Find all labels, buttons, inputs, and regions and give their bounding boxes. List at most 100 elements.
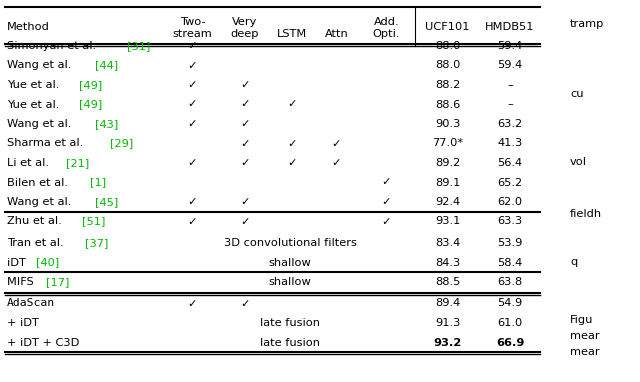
Text: ✓: ✓ — [332, 139, 341, 149]
Text: HMDB51: HMDB51 — [485, 21, 535, 31]
Text: 41.3: 41.3 — [497, 139, 523, 149]
Text: [40]: [40] — [36, 257, 60, 267]
Text: Method: Method — [7, 21, 50, 31]
Text: Wang et al.: Wang et al. — [7, 197, 75, 207]
Text: ✓: ✓ — [288, 99, 297, 110]
Text: Two-: Two- — [180, 17, 205, 27]
Text: Bilen et al.: Bilen et al. — [7, 178, 72, 188]
Text: ✓: ✓ — [188, 158, 197, 168]
Text: q: q — [570, 257, 577, 267]
Text: –: – — [507, 99, 513, 110]
Text: ✓: ✓ — [188, 99, 197, 110]
Text: 59.4: 59.4 — [497, 41, 523, 51]
Text: MIFS: MIFS — [7, 277, 37, 287]
Text: 93.1: 93.1 — [435, 217, 460, 227]
Text: Opti.: Opti. — [372, 29, 400, 39]
Text: 91.3: 91.3 — [435, 318, 460, 328]
Text: UCF101: UCF101 — [425, 21, 470, 31]
Text: 63.2: 63.2 — [497, 119, 523, 129]
Text: 61.0: 61.0 — [497, 318, 523, 328]
Text: ✓: ✓ — [240, 119, 250, 129]
Text: 88.6: 88.6 — [435, 99, 460, 110]
Text: 65.2: 65.2 — [497, 178, 523, 188]
Text: 83.4: 83.4 — [435, 238, 460, 248]
Text: Figu: Figu — [570, 315, 593, 325]
Text: 58.4: 58.4 — [497, 257, 523, 267]
Text: iDT: iDT — [7, 257, 29, 267]
Text: [49]: [49] — [79, 99, 102, 110]
Text: stream: stream — [173, 29, 212, 39]
Text: 66.9: 66.9 — [496, 338, 524, 348]
Text: [21]: [21] — [66, 158, 89, 168]
Text: 3D convolutional filters: 3D convolutional filters — [223, 238, 356, 248]
Text: ✓: ✓ — [240, 99, 250, 110]
Text: ✓: ✓ — [381, 217, 391, 227]
Text: 88.5: 88.5 — [435, 277, 460, 287]
Text: Yue et al.: Yue et al. — [7, 99, 63, 110]
Text: 89.4: 89.4 — [435, 298, 460, 309]
Text: 89.2: 89.2 — [435, 158, 460, 168]
Text: ✓: ✓ — [381, 197, 391, 207]
Text: 62.0: 62.0 — [497, 197, 523, 207]
Text: –: – — [507, 80, 513, 90]
Text: 54.9: 54.9 — [497, 298, 523, 309]
Text: ✓: ✓ — [381, 178, 391, 188]
Text: 63.8: 63.8 — [497, 277, 523, 287]
Text: [1]: [1] — [90, 178, 106, 188]
Text: 88.2: 88.2 — [435, 80, 460, 90]
Text: tramp: tramp — [570, 19, 604, 29]
Text: vol: vol — [570, 157, 587, 167]
Text: 88.0: 88.0 — [435, 60, 460, 71]
Text: ✓: ✓ — [240, 197, 250, 207]
Text: 88.0: 88.0 — [435, 41, 460, 51]
Text: + iDT + C3D: + iDT + C3D — [7, 338, 79, 348]
Text: ✓: ✓ — [240, 217, 250, 227]
Text: LSTM: LSTM — [277, 29, 308, 39]
Text: deep: deep — [231, 29, 259, 39]
Text: Wang et al.: Wang et al. — [7, 119, 75, 129]
Text: ✓: ✓ — [188, 119, 197, 129]
Text: [43]: [43] — [95, 119, 118, 129]
Text: 84.3: 84.3 — [435, 257, 460, 267]
Text: ✓: ✓ — [240, 80, 250, 90]
Text: ✓: ✓ — [188, 197, 197, 207]
Text: ✓: ✓ — [288, 139, 297, 149]
Text: 59.4: 59.4 — [497, 60, 523, 71]
Text: ✓: ✓ — [240, 139, 250, 149]
Text: ✓: ✓ — [188, 80, 197, 90]
Text: [51]: [51] — [83, 217, 106, 227]
Text: ✓: ✓ — [188, 60, 197, 71]
Text: Add.: Add. — [374, 17, 399, 27]
Text: 89.1: 89.1 — [435, 178, 460, 188]
Text: late fusion: late fusion — [260, 338, 320, 348]
Text: 56.4: 56.4 — [497, 158, 523, 168]
Text: mear: mear — [570, 347, 600, 357]
Text: [44]: [44] — [95, 60, 118, 71]
Text: 90.3: 90.3 — [435, 119, 460, 129]
Text: [49]: [49] — [79, 80, 102, 90]
Text: Li et al.: Li et al. — [7, 158, 52, 168]
Text: 77.0*: 77.0* — [432, 139, 463, 149]
Text: shallow: shallow — [269, 257, 312, 267]
Text: Wang et al.: Wang et al. — [7, 60, 75, 71]
Text: Tran et al.: Tran et al. — [7, 238, 67, 248]
Text: 92.4: 92.4 — [435, 197, 460, 207]
Text: [31]: [31] — [127, 41, 150, 51]
Text: Yue et al.: Yue et al. — [7, 80, 63, 90]
Text: AdaScan: AdaScan — [7, 298, 55, 309]
Text: ✓: ✓ — [240, 158, 250, 168]
Text: ✓: ✓ — [188, 298, 197, 309]
Text: [29]: [29] — [110, 139, 133, 149]
Text: Sharma et al.: Sharma et al. — [7, 139, 87, 149]
Text: [17]: [17] — [46, 277, 70, 287]
Text: shallow: shallow — [269, 277, 312, 287]
Text: Very: Very — [232, 17, 258, 27]
Text: 53.9: 53.9 — [497, 238, 523, 248]
Text: Simonyan et al.: Simonyan et al. — [7, 41, 100, 51]
Text: 63.3: 63.3 — [497, 217, 523, 227]
Text: 93.2: 93.2 — [433, 338, 461, 348]
Text: ✓: ✓ — [288, 158, 297, 168]
Text: ✓: ✓ — [332, 158, 341, 168]
Text: ✓: ✓ — [188, 217, 197, 227]
Text: cu: cu — [570, 89, 584, 99]
